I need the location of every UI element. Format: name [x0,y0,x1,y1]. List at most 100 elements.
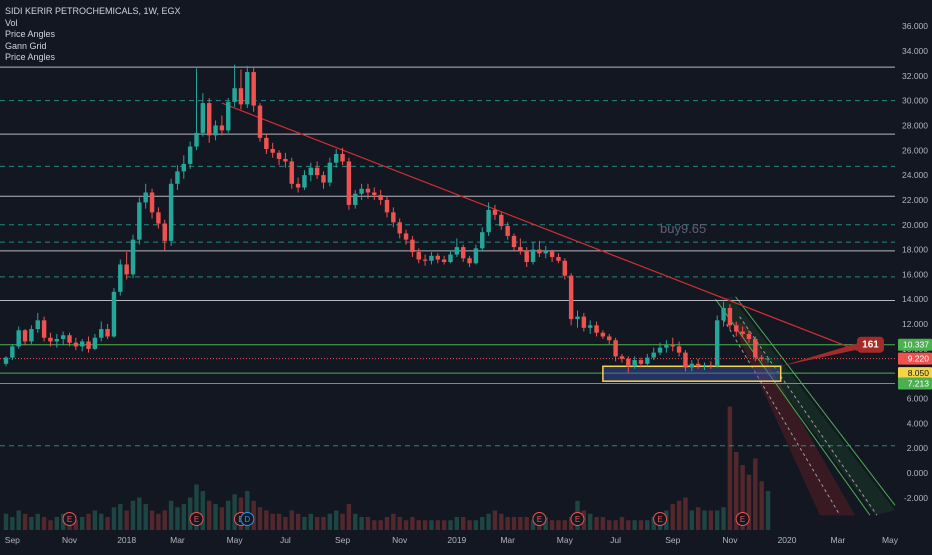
candle [734,321,739,337]
price-label-text: 7.213 [908,378,930,388]
candle [99,321,104,342]
candle [232,64,237,107]
volume-bar [346,504,352,530]
event-marker[interactable]: E [570,512,585,526]
dividend-icon[interactable] [240,512,255,526]
event-marker[interactable]: E [735,512,750,526]
candle [16,326,21,349]
volume-bar [200,491,206,530]
event-marker[interactable]: E [532,512,547,526]
candle-body [372,192,377,195]
indicator-vol[interactable]: Vol [5,17,18,28]
volume-bar [467,520,472,530]
candle-body [270,149,275,153]
y-tick-label: 32.000 [902,71,928,81]
x-tick-label: 2020 [778,535,797,545]
buy-annotation[interactable]: buy9.65 [660,221,706,236]
price-label-text: 9.220 [908,354,930,364]
candle [73,337,79,351]
earnings-icon[interactable] [570,512,585,526]
volume-bar [765,491,771,530]
candle-body [651,352,656,358]
candle [251,67,256,112]
candle [530,242,536,265]
candle [353,190,358,209]
volume-bar [422,520,428,530]
earnings-icon[interactable] [189,512,204,526]
y-tick-label: 4.000 [907,418,929,428]
candle-body [314,167,320,176]
event-marker[interactable]: E [62,512,77,526]
volume-bar [181,504,187,530]
candle [200,93,206,137]
volume-bar [384,517,390,530]
candle-body [264,137,269,150]
volume-bar [295,513,301,530]
candle [22,329,28,346]
indicator-gann-grid[interactable]: Gann Grid [5,40,47,51]
candle-body [289,161,294,184]
event-marker[interactable]: D [240,512,255,526]
price-label-text: 8.050 [908,368,930,378]
x-tick-label: 2018 [117,535,136,545]
candle-body [92,337,98,349]
candle-body [511,235,517,248]
volume-bar [99,513,104,530]
candle-body [149,192,155,213]
indicator-price-angles[interactable]: Price Angles [5,29,56,39]
earnings-icon[interactable] [735,512,750,526]
candle [327,157,333,187]
volume-bar [251,500,256,530]
candle-body [365,188,371,193]
candle [632,356,637,369]
candle-body [600,332,606,337]
volume-bar [137,497,142,530]
candle [365,183,371,199]
candle [454,238,460,258]
volume-bar [486,513,491,530]
candle-body [619,356,625,359]
candle [429,252,434,265]
earnings-icon[interactable] [62,512,77,526]
volume-bar [441,520,447,530]
candle [492,204,498,220]
candle [35,312,40,333]
candle [48,332,53,347]
callout-bubble[interactable] [857,336,884,353]
volume-bar [118,504,123,530]
candle-body [568,275,574,320]
descending-trendline[interactable] [221,102,858,351]
event-marker[interactable]: E [189,512,204,526]
candle-body [695,363,701,367]
y-tick-label: 22.000 [902,195,928,205]
candle-body [473,248,479,264]
symbol-title[interactable]: SIDI KERIR PETROCHEMICALS, 1W, EGX [5,6,181,16]
candle-body [727,307,733,326]
candle-body [206,103,212,136]
volume-bar [226,500,231,530]
candle-body [232,88,237,102]
candle-body [340,154,345,162]
volume-bar [689,510,695,530]
indicator-price-angles-2[interactable]: Price Angles [5,52,56,62]
candle [384,196,390,218]
volume-bar [448,520,453,530]
event-marker[interactable]: E [653,512,668,526]
candle [346,157,352,210]
y-tick-label: 26.000 [902,145,928,155]
candle-body [403,233,409,240]
candle-body [54,338,60,342]
volume-bar [549,520,555,530]
candle [270,142,275,158]
bubble-pointer [780,342,861,367]
earnings-icon[interactable] [532,512,547,526]
candle [613,337,618,362]
candle [206,98,212,143]
candle [683,350,688,372]
candle-body [594,325,599,333]
earnings-icon[interactable] [653,512,668,526]
candle [333,149,339,168]
price-label-bg [898,367,932,380]
